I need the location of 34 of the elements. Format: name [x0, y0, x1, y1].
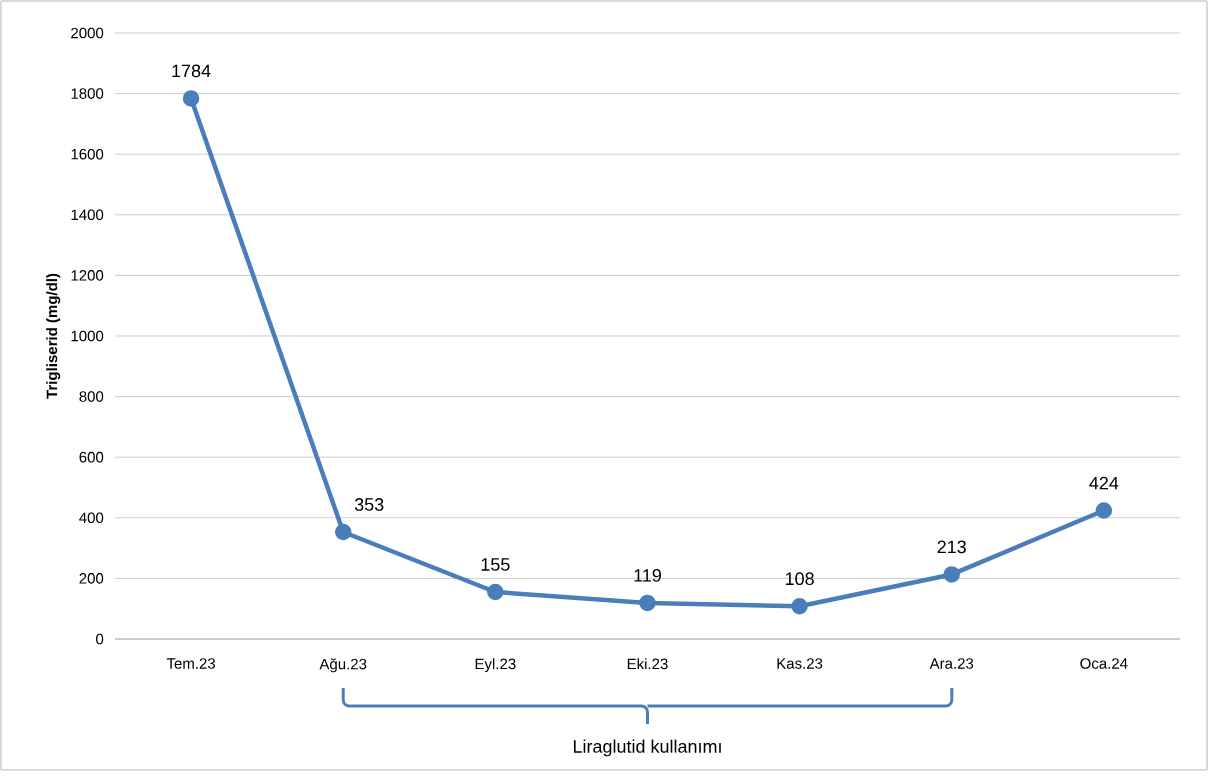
- y-tick-label: 0: [96, 633, 104, 645]
- text: Liraglutid kullanımı: [573, 739, 721, 757]
- data-label: 424: [1089, 476, 1119, 490]
- y-tick-label: 400: [79, 512, 104, 524]
- point: [791, 598, 808, 615]
- data-label: 119: [634, 568, 661, 582]
- x-tick-label: Ara.23: [929, 658, 974, 669]
- x-tick-label: Ağu.23: [319, 658, 367, 673]
- y-tick-label: 2000: [71, 27, 104, 39]
- data-label: 1784: [172, 64, 211, 78]
- y-tick-label: 1000: [71, 330, 104, 342]
- y-tick-label: 1400: [71, 209, 104, 221]
- x-tick-label: Kas.23: [777, 658, 823, 669]
- x-tick-label: Tem.23: [166, 658, 216, 669]
- point: [182, 90, 200, 107]
- y-tick-label: 800: [79, 391, 104, 402]
- y-tick-label: 600: [79, 451, 104, 463]
- data-label: 213: [937, 540, 966, 554]
- data-label: 353: [354, 498, 384, 511]
- data-label: 155: [481, 558, 510, 571]
- point: [639, 594, 656, 612]
- point: [1095, 502, 1113, 519]
- point: [487, 583, 504, 601]
- y-axis-title: Trigliserid (mg/dl): [46, 273, 61, 399]
- point: [943, 566, 960, 583]
- y-tick-label: 1200: [71, 270, 104, 281]
- y-tick-label: 1600: [71, 148, 104, 160]
- point: [334, 523, 352, 541]
- data-label: 108: [785, 572, 814, 586]
- y-tick-label: 200: [79, 573, 104, 584]
- x-tick-label: Eyl.23: [475, 658, 516, 673]
- x-tick-label: Oca.24: [1080, 658, 1128, 669]
- x-tick-label: Eki.23: [627, 658, 668, 670]
- y-tick-label: 1800: [71, 88, 104, 99]
